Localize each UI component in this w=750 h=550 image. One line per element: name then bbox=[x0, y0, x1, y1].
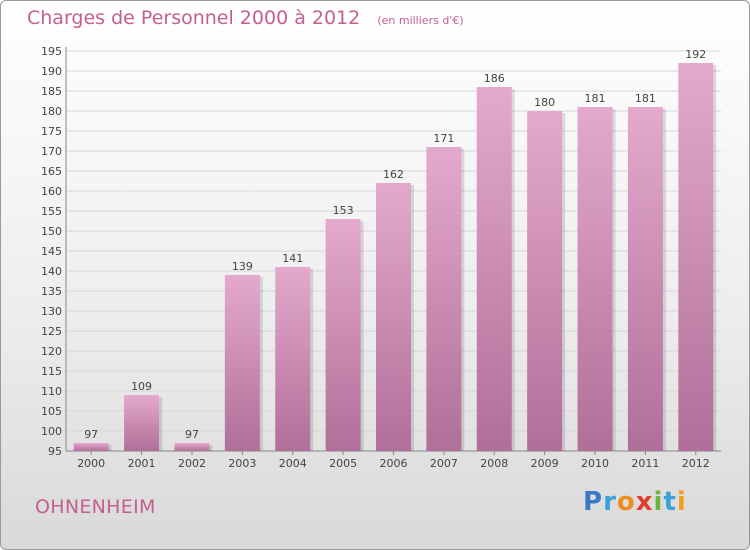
x-tick-label: 2006 bbox=[380, 457, 408, 470]
y-tick-label: 160 bbox=[41, 185, 62, 198]
logo-letter: i bbox=[653, 487, 664, 517]
x-tick-label: 2001 bbox=[128, 457, 156, 470]
y-tick-label: 150 bbox=[41, 225, 62, 238]
x-tick-label: 2010 bbox=[581, 457, 609, 470]
title-row: Charges de Personnel 2000 à 2012 (en mil… bbox=[27, 7, 464, 29]
logo-letter: x bbox=[635, 487, 654, 517]
bar bbox=[527, 111, 563, 451]
bar bbox=[577, 107, 613, 451]
y-tick-label: 95 bbox=[48, 445, 62, 458]
bar bbox=[224, 275, 260, 451]
x-tick-label: 2003 bbox=[228, 457, 256, 470]
bar bbox=[678, 63, 714, 451]
bar-value-label: 97 bbox=[185, 428, 199, 441]
chart-subtitle: (en milliers d'€) bbox=[377, 14, 464, 27]
bar-value-label: 186 bbox=[484, 72, 505, 85]
bar bbox=[325, 219, 361, 451]
bar bbox=[627, 107, 663, 451]
y-tick-label: 175 bbox=[41, 125, 62, 138]
bar-value-label: 171 bbox=[433, 132, 454, 145]
bar-value-label: 109 bbox=[131, 380, 152, 393]
y-tick-label: 130 bbox=[41, 305, 62, 318]
bar-value-label: 139 bbox=[232, 260, 253, 273]
x-tick-label: 2002 bbox=[178, 457, 206, 470]
logo-letter: i bbox=[676, 487, 687, 517]
y-tick-label: 105 bbox=[41, 405, 62, 418]
x-tick-label: 2007 bbox=[430, 457, 458, 470]
bar-value-label: 180 bbox=[534, 96, 555, 109]
bar-value-label: 141 bbox=[282, 252, 303, 265]
x-tick-label: 2008 bbox=[480, 457, 508, 470]
y-tick-label: 185 bbox=[41, 85, 62, 98]
y-tick-label: 170 bbox=[41, 145, 62, 158]
bar-value-label: 181 bbox=[635, 92, 656, 105]
y-tick-label: 165 bbox=[41, 165, 62, 178]
x-tick-label: 2011 bbox=[631, 457, 659, 470]
y-tick-label: 110 bbox=[41, 385, 62, 398]
y-tick-label: 120 bbox=[41, 345, 62, 358]
logo-letter: o bbox=[616, 487, 636, 517]
bar-value-label: 153 bbox=[333, 204, 354, 217]
y-tick-label: 125 bbox=[41, 325, 62, 338]
y-tick-label: 135 bbox=[41, 285, 62, 298]
bar-value-label: 181 bbox=[585, 92, 606, 105]
logo-letter: t bbox=[663, 487, 677, 517]
proxiti-logo: Proxiti bbox=[583, 487, 687, 517]
y-tick-label: 145 bbox=[41, 245, 62, 258]
y-tick-label: 115 bbox=[41, 365, 62, 378]
bar-value-label: 192 bbox=[685, 48, 706, 61]
commune-name: OHNENHEIM bbox=[35, 496, 156, 518]
bar bbox=[376, 183, 411, 451]
x-tick-label: 2004 bbox=[279, 457, 307, 470]
y-tick-label: 155 bbox=[41, 205, 62, 218]
chart-title: Charges de Personnel 2000 à 2012 bbox=[27, 7, 361, 29]
logo-letter: P bbox=[583, 487, 604, 517]
bar bbox=[73, 443, 109, 451]
bar bbox=[124, 395, 160, 451]
x-tick-label: 2009 bbox=[531, 457, 559, 470]
bar bbox=[275, 267, 311, 451]
y-tick-label: 195 bbox=[41, 45, 62, 58]
bar bbox=[476, 87, 512, 451]
y-tick-label: 100 bbox=[41, 425, 62, 438]
x-tick-label: 2005 bbox=[329, 457, 357, 470]
y-tick-label: 180 bbox=[41, 105, 62, 118]
x-tick-label: 2012 bbox=[682, 457, 710, 470]
bar bbox=[426, 147, 462, 451]
y-tick-label: 140 bbox=[41, 265, 62, 278]
bar bbox=[174, 443, 210, 451]
logo-letter: r bbox=[603, 487, 617, 517]
x-tick-label: 2000 bbox=[77, 457, 105, 470]
bar-value-label: 97 bbox=[84, 428, 98, 441]
y-tick-label: 190 bbox=[41, 65, 62, 78]
bar-value-label: 162 bbox=[383, 168, 404, 181]
